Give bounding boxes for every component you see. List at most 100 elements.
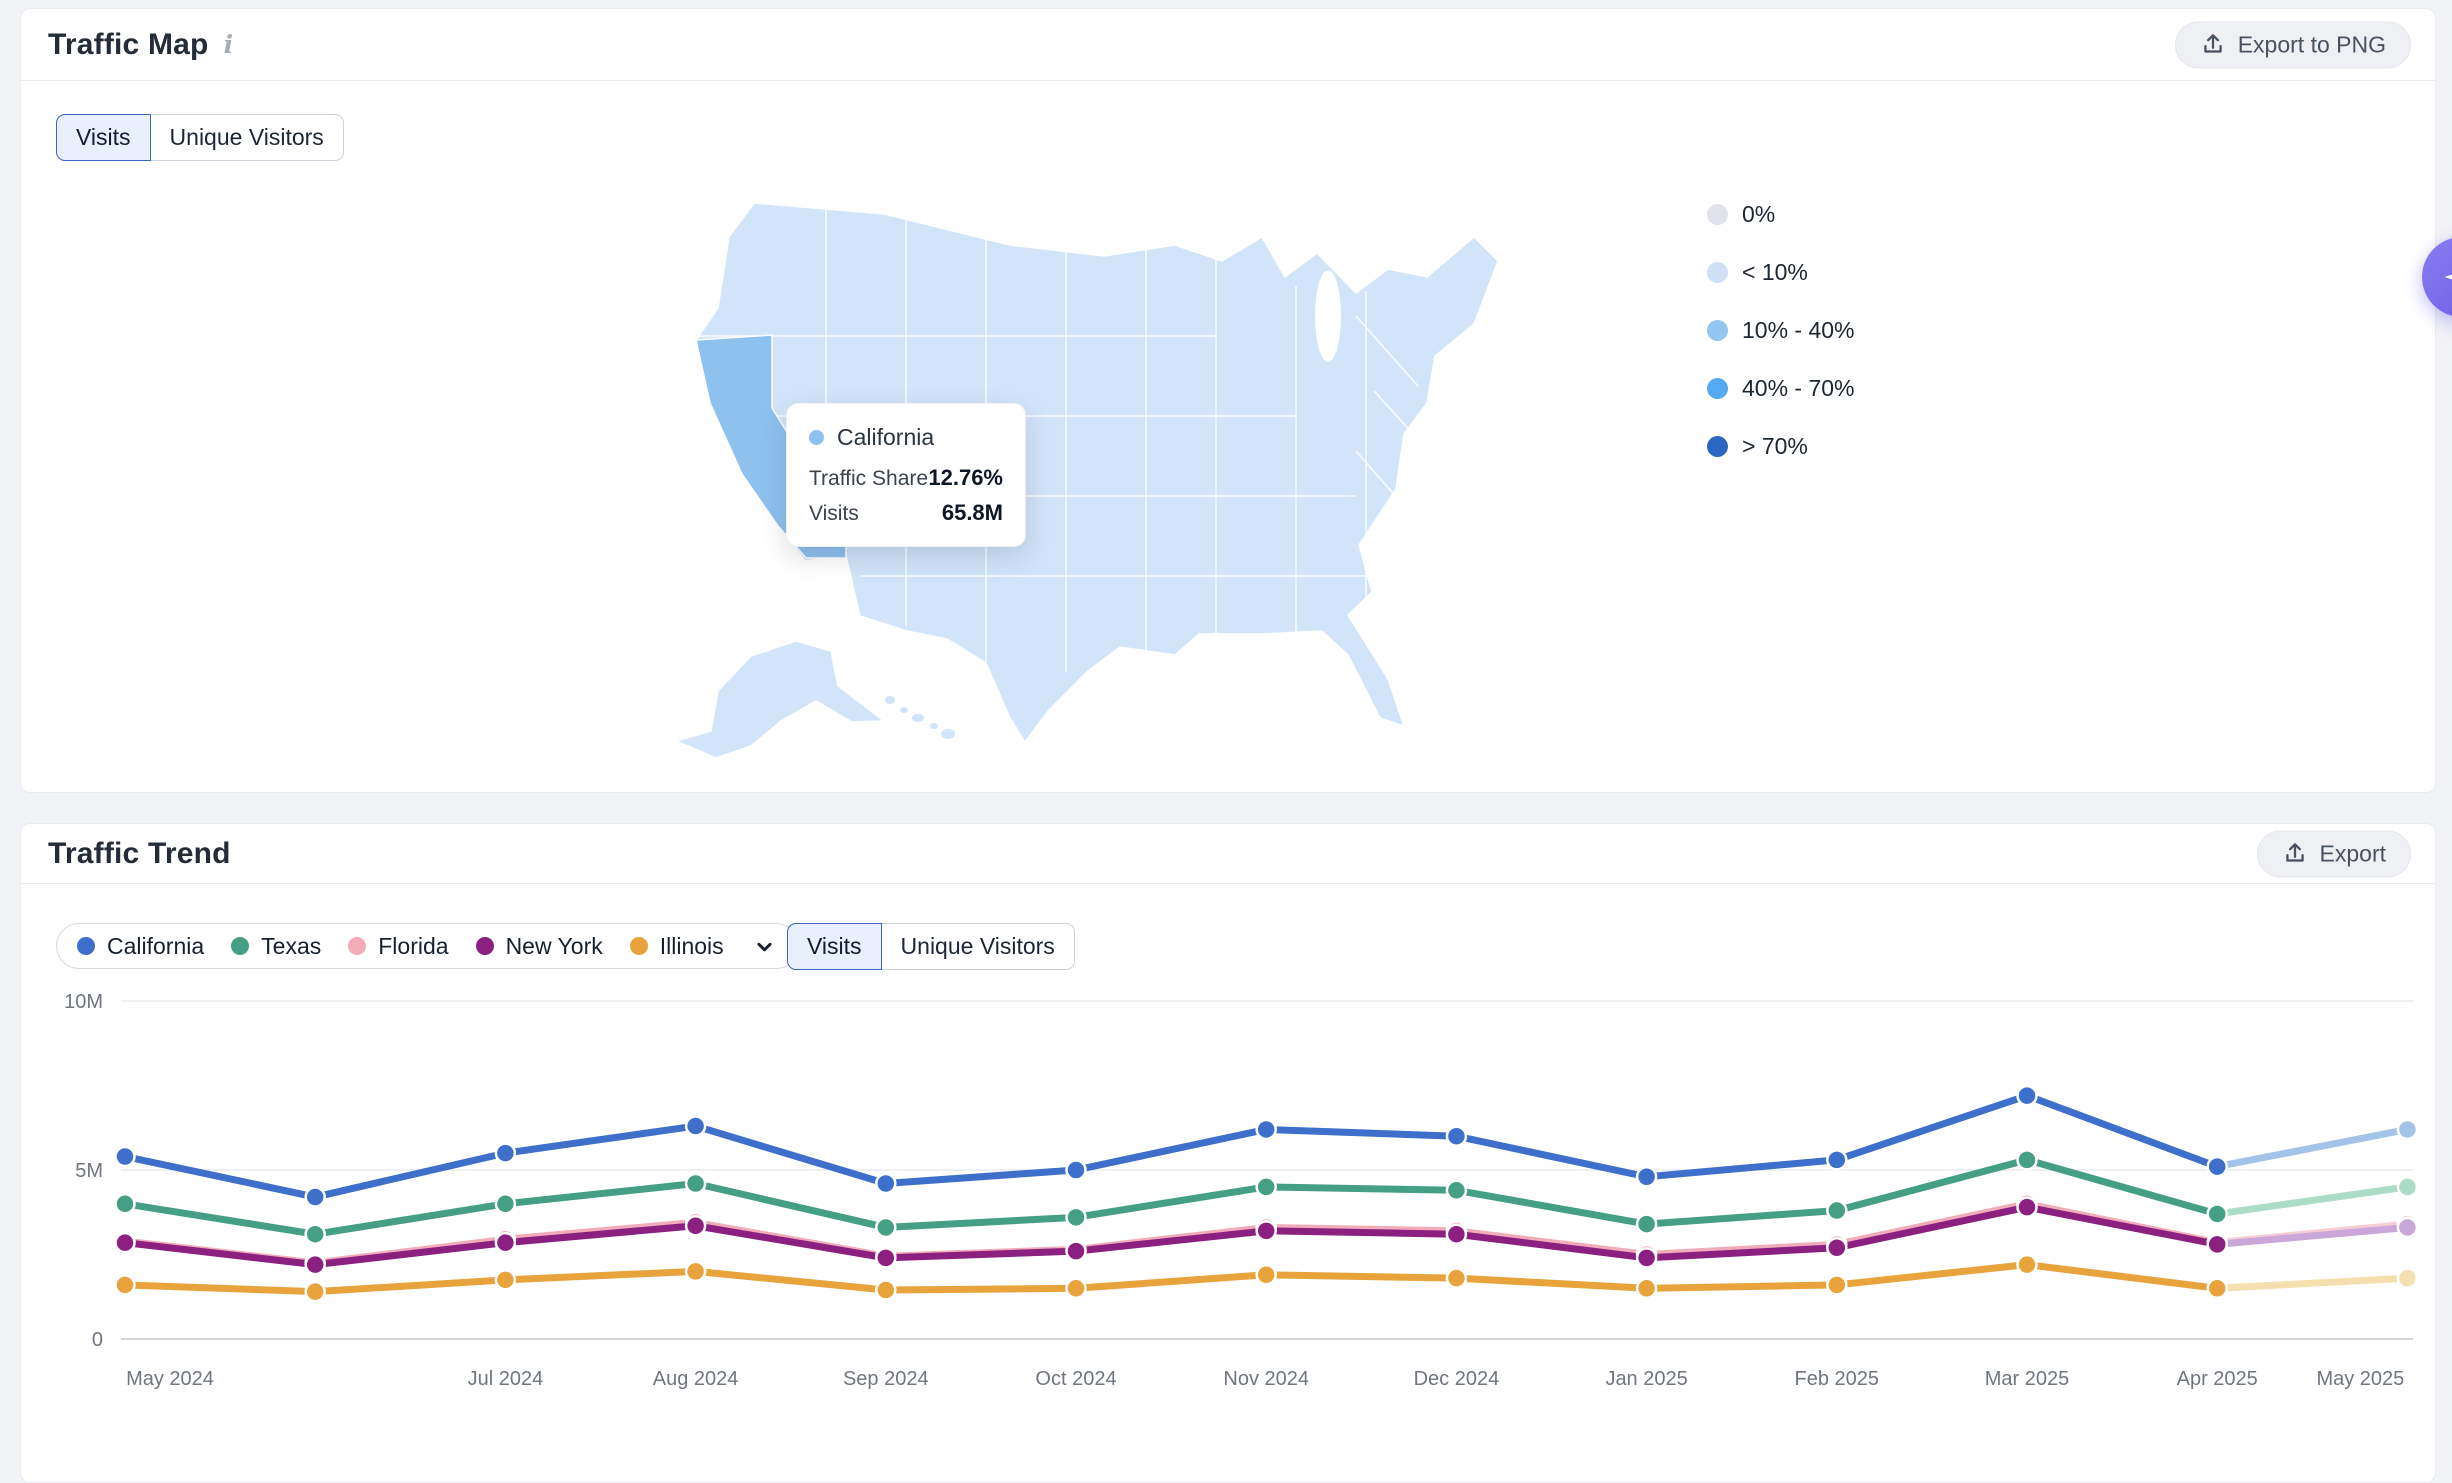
data-point-texas[interactable] [2206, 1203, 2228, 1225]
toggle-option-visits[interactable]: Visits [787, 923, 882, 970]
series-line-texas[interactable] [121, 1156, 2221, 1238]
data-point-illinois[interactable] [1065, 1277, 1087, 1300]
data-point-texas[interactable] [1255, 1176, 1277, 1198]
data-point-new-york[interactable] [875, 1247, 897, 1269]
data-point-california[interactable] [304, 1186, 326, 1208]
legend-dot [1707, 378, 1728, 399]
chevron-down-icon[interactable] [751, 933, 778, 960]
data-point-texas[interactable] [1065, 1206, 1087, 1229]
data-point-illinois[interactable] [2396, 1267, 2419, 1289]
data-point-illinois[interactable] [494, 1269, 517, 1291]
data-point-new-york[interactable] [1445, 1223, 1468, 1245]
y-axis-label: 10M [64, 991, 103, 1013]
data-point-texas[interactable] [1826, 1199, 1848, 1222]
series-line-projected [2213, 1274, 2411, 1292]
toggle-option-visits[interactable]: Visits [56, 114, 151, 161]
data-point-illinois[interactable] [1635, 1277, 1658, 1300]
data-point-new-york[interactable] [684, 1215, 707, 1237]
data-point-texas[interactable] [1445, 1179, 1468, 1202]
series-line-illinois[interactable] [121, 1261, 2221, 1296]
state-alaska[interactable] [673, 640, 887, 759]
legend-dot [1707, 320, 1728, 341]
data-point-texas[interactable] [114, 1193, 136, 1215]
trend-legend-item-florida[interactable]: Florida [348, 932, 449, 960]
data-point-illinois[interactable] [2206, 1277, 2228, 1300]
data-point-california[interactable] [1445, 1125, 1468, 1147]
data-point-illinois[interactable] [1826, 1274, 1848, 1296]
traffic-trend-chart[interactable]: 10M 5M 0 May 2024 Jul 2024 Aug 2024 Sep 2024 Oc… [41, 986, 2437, 1416]
data-point-new-york[interactable] [1826, 1236, 1848, 1259]
data-point-california[interactable] [2206, 1155, 2228, 1178]
x-axis-label: Apr 2025 [2177, 1368, 2258, 1390]
export-to-png-button[interactable]: Export to PNG [2174, 21, 2411, 68]
trend-legend-item-texas[interactable]: Texas [231, 933, 321, 960]
series-line-projected [2213, 1183, 2411, 1218]
data-point-california[interactable] [2016, 1084, 2038, 1107]
data-point-texas[interactable] [684, 1172, 707, 1195]
series-label: Florida [378, 932, 449, 959]
toggle-option-unique-visitors[interactable]: Unique Visitors [150, 114, 344, 161]
trend-legend-item-california[interactable]: California [77, 933, 204, 960]
data-point-california[interactable] [114, 1145, 136, 1168]
tooltip-row-value: 12.76% [928, 465, 1003, 490]
data-point-texas[interactable] [875, 1216, 897, 1239]
states-legend-dropdown[interactable]: California Texas Florida New York Illinois [56, 923, 799, 969]
tooltip-row-label: Visits [809, 502, 859, 525]
upload-icon [2285, 843, 2304, 862]
map-legend-item: < 10% [1707, 259, 1855, 286]
data-point-new-york[interactable] [114, 1231, 136, 1254]
data-point-california[interactable] [875, 1172, 897, 1195]
data-point-texas[interactable] [1635, 1213, 1658, 1235]
series-label: New York [505, 932, 603, 959]
data-point-new-york[interactable] [2206, 1233, 2228, 1256]
legend-label: 0% [1742, 201, 1776, 227]
data-point-illinois[interactable] [114, 1274, 136, 1296]
series-dot [475, 937, 494, 955]
data-point-illinois[interactable] [1255, 1264, 1277, 1286]
data-point-new-york[interactable] [304, 1253, 326, 1276]
data-point-california[interactable] [494, 1142, 517, 1164]
x-axis-label: Nov 2024 [1223, 1368, 1309, 1390]
series-dot [348, 937, 367, 955]
data-point-texas[interactable] [2016, 1149, 2038, 1171]
trend-legend-item-illinois[interactable]: Illinois [629, 933, 724, 960]
data-point-new-york[interactable] [1065, 1240, 1087, 1262]
series-line-new-york[interactable] [121, 1203, 2221, 1269]
data-point-illinois[interactable] [1445, 1267, 1468, 1289]
data-point-new-york[interactable] [2396, 1216, 2419, 1239]
data-point-california[interactable] [684, 1115, 707, 1137]
info-icon[interactable]: i [223, 30, 234, 59]
data-point-california[interactable] [2396, 1118, 2419, 1141]
legend-dot [1707, 436, 1728, 457]
trend-legend-item-new-york[interactable]: New York [475, 932, 603, 960]
series-label: California [107, 932, 205, 959]
x-axis-label: May 2024 [126, 1368, 214, 1390]
data-point-new-york[interactable] [494, 1231, 517, 1254]
state-hawaii[interactable] [885, 696, 955, 739]
sparkle-icon [2444, 274, 2452, 280]
toggle-option-unique-visitors[interactable]: Unique Visitors [881, 923, 1075, 970]
data-point-new-york[interactable] [1635, 1247, 1658, 1269]
data-point-new-york[interactable] [1255, 1220, 1277, 1242]
data-point-new-york[interactable] [2016, 1196, 2038, 1218]
data-point-california[interactable] [1065, 1159, 1087, 1181]
upload-icon [2203, 34, 2222, 53]
x-axis-label: Jul 2024 [468, 1368, 544, 1390]
data-point-california[interactable] [1635, 1166, 1658, 1188]
data-point-texas[interactable] [2396, 1176, 2419, 1198]
data-point-illinois[interactable] [304, 1280, 326, 1303]
data-point-illinois[interactable] [684, 1260, 707, 1283]
legend-label: < 10% [1742, 259, 1808, 285]
data-point-texas[interactable] [494, 1193, 517, 1215]
traffic-trend-card: Traffic Trend Export California Texas Flor… [20, 823, 2436, 1483]
traffic-map-card: Traffic Map i Export to PNG Visits Unique… [20, 8, 2436, 793]
series-line-california[interactable] [121, 1092, 2221, 1201]
map-legend-item: 10% - 40% [1707, 317, 1855, 344]
data-point-california[interactable] [1826, 1149, 1848, 1171]
export-button[interactable]: Export [2256, 830, 2411, 877]
data-point-illinois[interactable] [875, 1279, 897, 1301]
y-axis-label: 0 [92, 1329, 103, 1351]
data-point-texas[interactable] [304, 1223, 326, 1245]
data-point-california[interactable] [1255, 1118, 1277, 1141]
data-point-illinois[interactable] [2016, 1253, 2038, 1276]
